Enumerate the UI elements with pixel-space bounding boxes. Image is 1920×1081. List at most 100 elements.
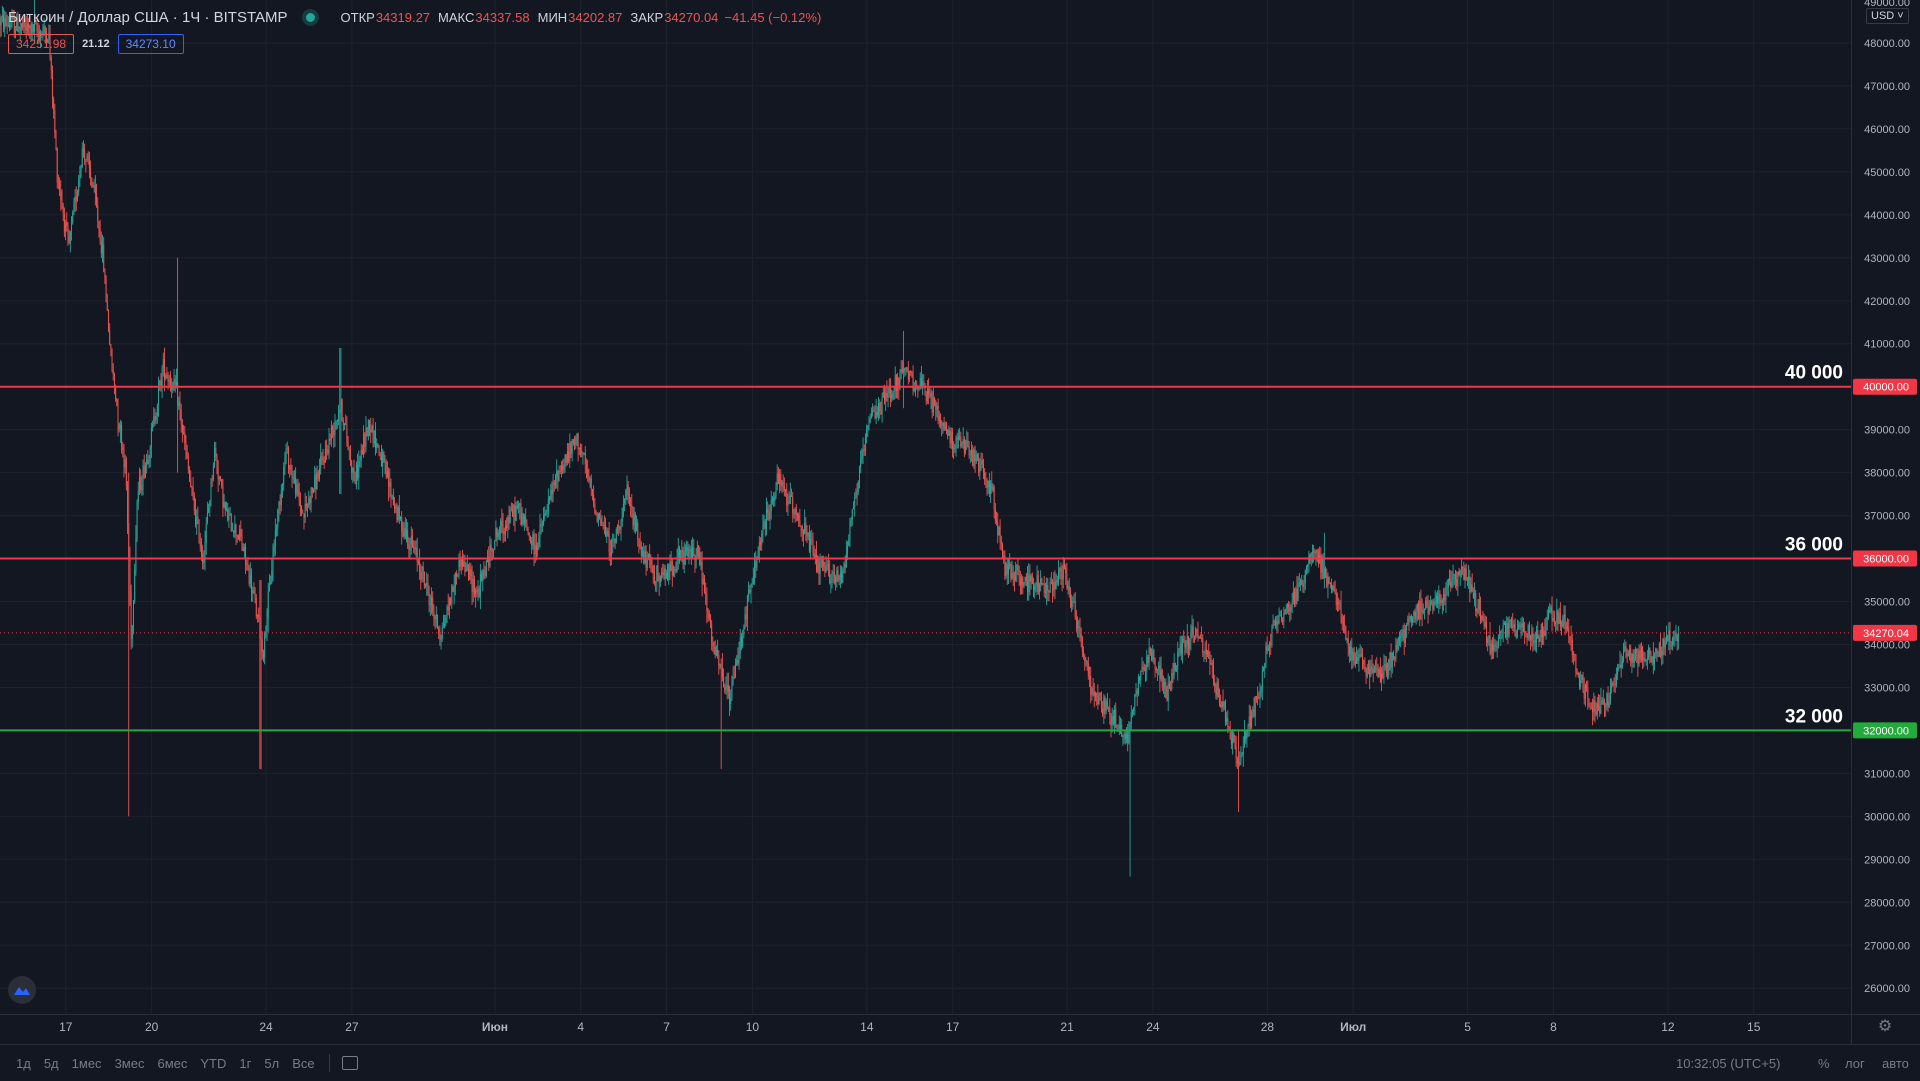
- candle-body: [1301, 580, 1303, 586]
- candle-body: [242, 547, 244, 551]
- range-1y[interactable]: 1г: [239, 1055, 252, 1071]
- candle-up: [794, 506, 796, 523]
- candle-down: [298, 482, 300, 507]
- candle-body: [20, 23, 22, 28]
- candle-up: [1185, 640, 1187, 654]
- candle-down: [1522, 617, 1524, 633]
- candle-body: [91, 177, 93, 187]
- candle-down: [1000, 535, 1002, 551]
- candle-up: [659, 575, 661, 588]
- candle-body: [6, 23, 8, 26]
- logo-icon[interactable]: [8, 976, 36, 1004]
- candle-body: [351, 461, 353, 473]
- ask-button[interactable]: 34273.10: [117, 34, 184, 54]
- candle-down: [1325, 566, 1327, 579]
- candle-down: [553, 479, 555, 492]
- candle-up: [1292, 581, 1294, 605]
- candle-down: [61, 189, 63, 210]
- candle-up: [236, 534, 238, 544]
- candle-down: [723, 668, 725, 688]
- candle-up: [1269, 641, 1271, 658]
- candle-body: [261, 639, 263, 653]
- candle-down: [609, 539, 611, 566]
- candle-body: [379, 453, 381, 455]
- candle-body: [185, 443, 187, 453]
- range-6m[interactable]: 6мес: [157, 1055, 188, 1071]
- candle-body: [1140, 670, 1142, 681]
- candle-down: [653, 564, 655, 586]
- candle-down: [1480, 596, 1482, 625]
- currency-select[interactable]: USD ˅: [1866, 8, 1909, 24]
- candle-down: [17, 11, 19, 33]
- candle-body: [1201, 638, 1203, 640]
- candle-down: [490, 538, 492, 561]
- calendar-icon[interactable]: [341, 1056, 358, 1070]
- range-5y[interactable]: 5л: [264, 1055, 280, 1071]
- candle-up: [1490, 639, 1492, 660]
- candle-up: [1624, 639, 1626, 653]
- candle-down: [1170, 680, 1172, 692]
- candle-body: [28, 23, 30, 29]
- candle-down: [1495, 640, 1497, 652]
- candle-up: [1563, 605, 1565, 629]
- candle-down: [585, 458, 587, 479]
- candle-down: [1108, 706, 1110, 713]
- candle-body: [7, 24, 9, 26]
- range-all[interactable]: Все: [292, 1055, 315, 1071]
- candle-body: [137, 491, 139, 502]
- range-5d[interactable]: 5д: [43, 1055, 59, 1071]
- candle-up: [78, 174, 80, 197]
- time-tick-label: 17: [946, 1020, 960, 1034]
- candle-down: [128, 472, 130, 817]
- range-1m[interactable]: 1мес: [71, 1055, 102, 1071]
- candle-up: [1130, 704, 1132, 731]
- candle-up: [1327, 572, 1329, 599]
- candle-body: [1457, 571, 1459, 587]
- candle-down: [587, 459, 589, 482]
- candle-body: [192, 488, 194, 496]
- candle-body: [1115, 709, 1117, 728]
- candle-down: [1172, 662, 1174, 683]
- candle-body: [1365, 671, 1367, 677]
- candle-up: [1540, 623, 1542, 648]
- candle-body: [227, 509, 229, 521]
- candle-body: [1266, 646, 1268, 651]
- candle-body: [947, 430, 949, 436]
- candle-up: [71, 216, 73, 241]
- candle-down: [835, 574, 837, 591]
- clock-time[interactable]: 10:32:05 (UTC+5): [1676, 1055, 1781, 1071]
- candle-body: [255, 598, 257, 617]
- candle-down: [1149, 646, 1151, 656]
- candle-up: [1494, 638, 1496, 653]
- gear-icon[interactable]: ⚙: [1877, 1018, 1893, 1035]
- range-ytd[interactable]: YTD: [200, 1055, 227, 1071]
- log-toggle[interactable]: лог: [1845, 1055, 1865, 1071]
- candle-down: [1530, 634, 1532, 651]
- bid-button[interactable]: 34251.98: [8, 34, 75, 54]
- range-1d[interactable]: 1д: [16, 1055, 31, 1071]
- percent-toggle[interactable]: %: [1818, 1055, 1830, 1071]
- candle-down: [116, 397, 118, 407]
- candle-up: [521, 506, 523, 527]
- candle-up: [515, 501, 517, 522]
- candle-body: [1323, 568, 1325, 579]
- candle-down: [603, 515, 605, 535]
- auto-toggle[interactable]: авто: [1882, 1055, 1909, 1071]
- candle-up: [371, 424, 373, 433]
- candle-body: [1531, 632, 1533, 640]
- candle-up: [814, 548, 816, 565]
- candle-body: [1153, 650, 1155, 660]
- candle-down: [516, 500, 518, 510]
- candle-body: [968, 445, 970, 456]
- candle-body: [737, 659, 739, 664]
- candle-up: [1164, 677, 1166, 698]
- candle-body: [1482, 615, 1484, 619]
- symbol-title[interactable]: Биткоин / Доллар США · 1Ч · BITSTAMP: [8, 9, 288, 26]
- range-3m[interactable]: 3мес: [114, 1055, 145, 1071]
- candle-body: [236, 535, 238, 537]
- candle-body: [180, 410, 182, 425]
- candle-body: [791, 495, 793, 497]
- candle-up: [1558, 607, 1560, 625]
